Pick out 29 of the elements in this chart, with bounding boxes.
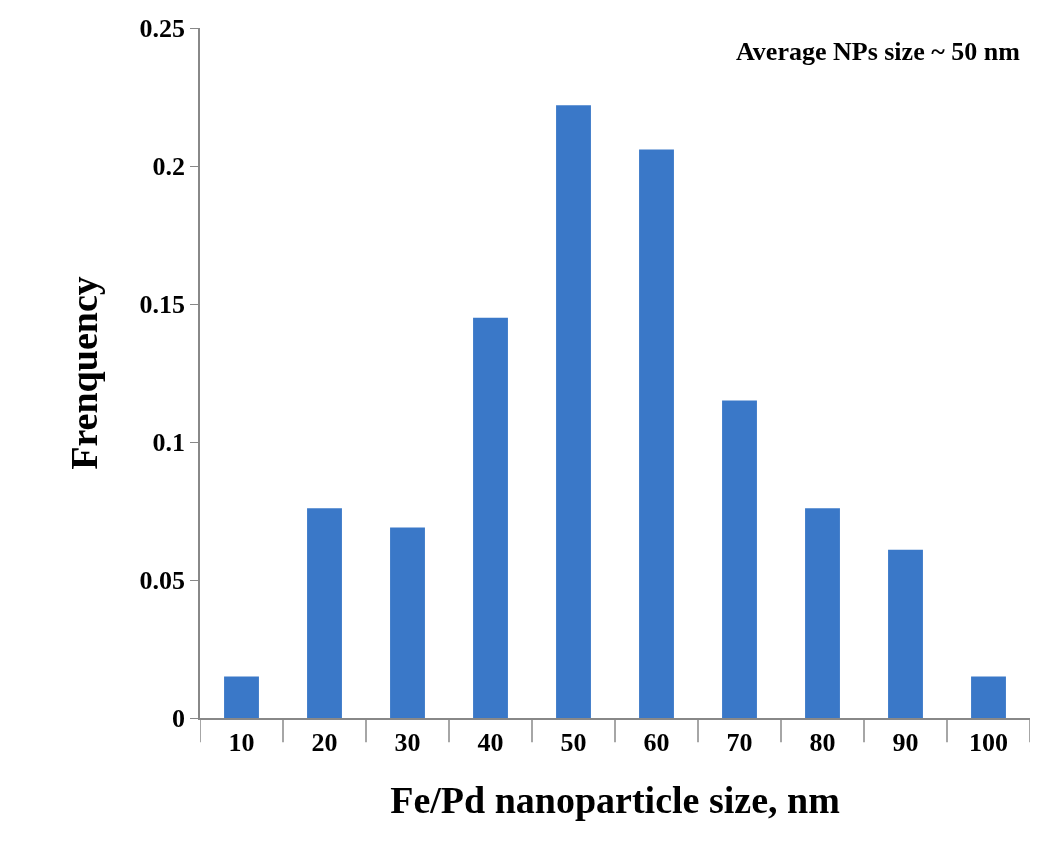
y-tick-label: 0	[172, 704, 186, 734]
bar	[390, 527, 425, 718]
x-axis-title: Fe/Pd nanoparticle size, nm	[390, 778, 840, 821]
y-tick-label: 0.1	[152, 428, 186, 458]
y-tick-label: 0.25	[139, 14, 186, 44]
bar	[639, 149, 674, 718]
y-tick-label: 0.2	[152, 152, 186, 182]
x-tick-label: 50	[560, 727, 587, 757]
bar	[556, 105, 591, 718]
y-axis-title: Frenquency	[63, 276, 106, 470]
y-tick-label: 0.05	[139, 566, 186, 596]
bar	[971, 676, 1006, 718]
x-tick-label: 40	[477, 727, 504, 757]
y-tick-label: 0.15	[139, 290, 186, 320]
bar	[888, 549, 923, 718]
bar	[473, 317, 508, 718]
x-tick-label: 10	[228, 727, 255, 757]
annotation: Average NPs size ~ 50 nm	[736, 37, 1021, 66]
bar	[307, 508, 342, 718]
x-tick-label: 90	[892, 727, 919, 757]
x-tick-label: 30	[394, 727, 421, 757]
x-tick-label: 100	[969, 727, 1008, 757]
x-tick-label: 70	[726, 727, 753, 757]
x-tick-label: 20	[311, 727, 338, 757]
bar	[224, 676, 259, 718]
bar	[722, 400, 757, 718]
bar	[805, 508, 840, 718]
x-tick-label: 80	[809, 727, 836, 757]
x-tick-label: 60	[643, 727, 670, 757]
